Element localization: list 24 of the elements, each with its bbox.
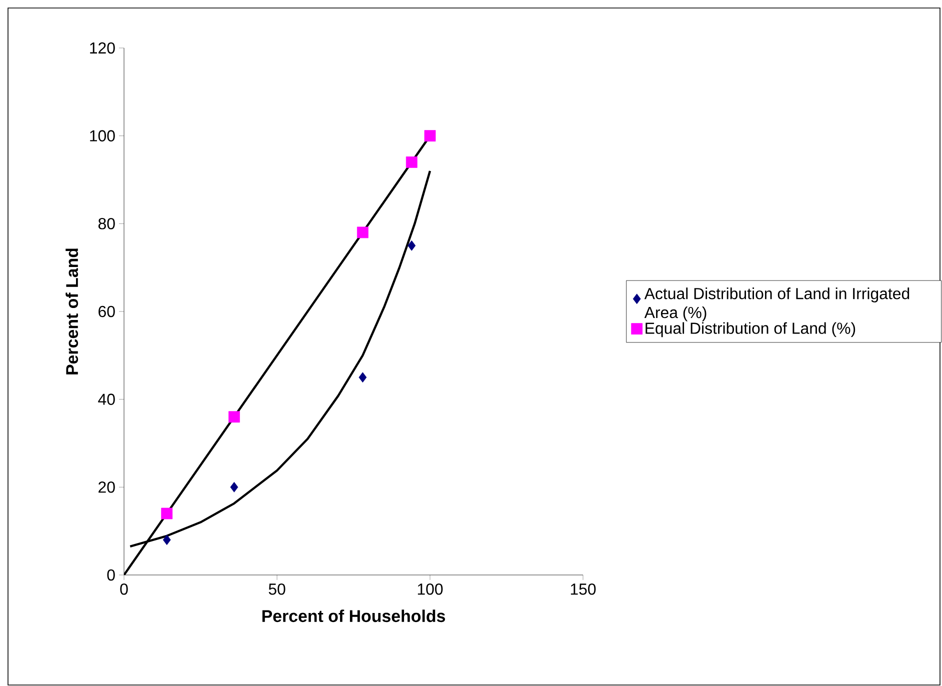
point <box>406 156 418 168</box>
x-axis-title: Percent of Households <box>262 610 446 622</box>
x-tick-label: 0 <box>120 584 128 595</box>
y-tick-label: 120 <box>90 42 115 54</box>
point <box>230 482 238 492</box>
legend-label: Actual Distribution of Land in Irrigated Area (%) <box>644 288 910 322</box>
point <box>408 240 416 251</box>
y-tick-label: 40 <box>98 394 115 405</box>
x-tick-label: 100 <box>418 584 443 595</box>
y-tick-label: 0 <box>107 569 115 581</box>
legend-label: Equal Distribution of Land (%) <box>646 322 856 338</box>
point <box>228 411 240 423</box>
point <box>424 130 436 142</box>
x-tick-label: 50 <box>268 584 286 595</box>
point <box>162 534 171 546</box>
y-axis-title: Percent of Land <box>66 248 78 374</box>
y-tick-label: 80 <box>98 218 115 230</box>
point <box>356 226 368 238</box>
y-tick-label: 20 <box>98 482 115 493</box>
point <box>358 372 367 383</box>
y-tick-label: 100 <box>90 130 115 142</box>
y-tick-label: 60 <box>98 306 115 318</box>
point <box>161 508 173 520</box>
x-tick-label: 150 <box>570 584 596 595</box>
